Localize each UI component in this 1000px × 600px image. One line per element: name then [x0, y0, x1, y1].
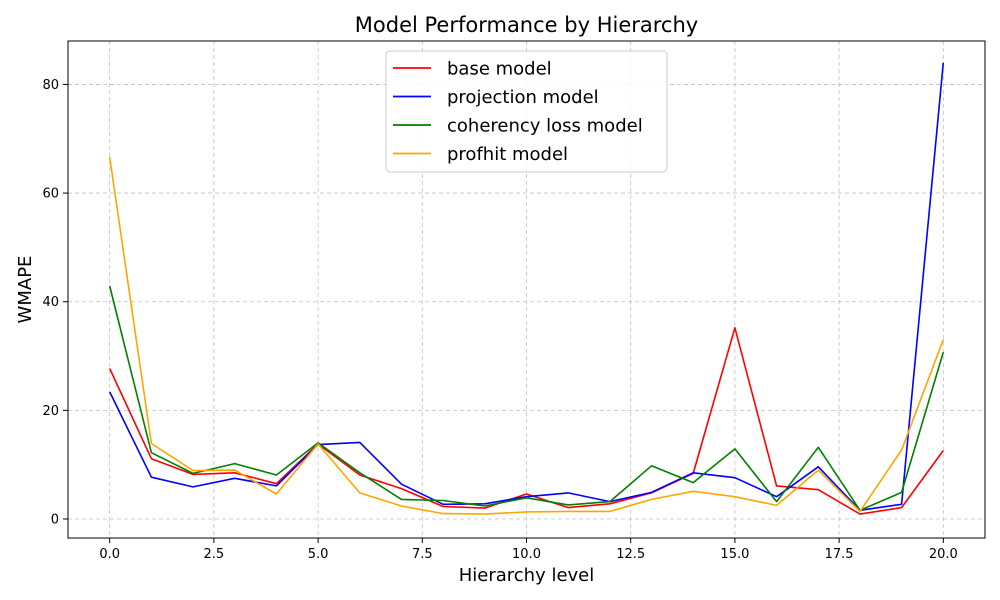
x-tick-label: 2.5 — [204, 547, 225, 562]
x-axis-title: Hierarchy level — [459, 565, 595, 586]
y-tick-label: 80 — [42, 78, 59, 93]
x-tick-label: 12.5 — [616, 547, 645, 562]
series-lines — [108, 62, 945, 515]
series-line-base-model — [108, 326, 944, 515]
x-tick-label: 0.0 — [99, 547, 120, 562]
chart-title: Model Performance by Hierarchy — [355, 13, 698, 37]
legend: base model projection model coherency loss… — [385, 50, 668, 173]
y-tick-label: 40 — [42, 295, 59, 310]
y-tick-label: 0 — [51, 512, 59, 527]
x-tick-label: 20.0 — [929, 547, 958, 562]
series-line-projection-model — [108, 62, 945, 512]
legend-box — [385, 50, 668, 173]
x-tick-label: 17.5 — [825, 547, 854, 562]
legend-label-profhit-model: profhit model — [447, 144, 568, 165]
legend-label-projection-model: projection model — [447, 87, 599, 108]
y-tick-label: 20 — [42, 404, 59, 419]
y-axis-title: WMAPE — [15, 256, 36, 324]
legend-label-coherency-loss-model: coherency loss model — [447, 116, 643, 137]
axis-ticks: 0.0 2.5 5.0 7.5 10.0 12.5 15.0 17.5 20.0 0 20 40 60 8… — [42, 78, 957, 562]
x-tick-label: 5.0 — [308, 547, 329, 562]
legend-label-base-model: base model — [447, 59, 552, 80]
series-line-profhit-model — [108, 157, 945, 515]
y-tick-label: 60 — [42, 187, 59, 202]
x-tick-label: 7.5 — [412, 547, 433, 562]
x-tick-label: 10.0 — [512, 547, 541, 562]
series-line-coherency-loss-model — [108, 285, 945, 512]
x-tick-label: 15.0 — [720, 547, 749, 562]
